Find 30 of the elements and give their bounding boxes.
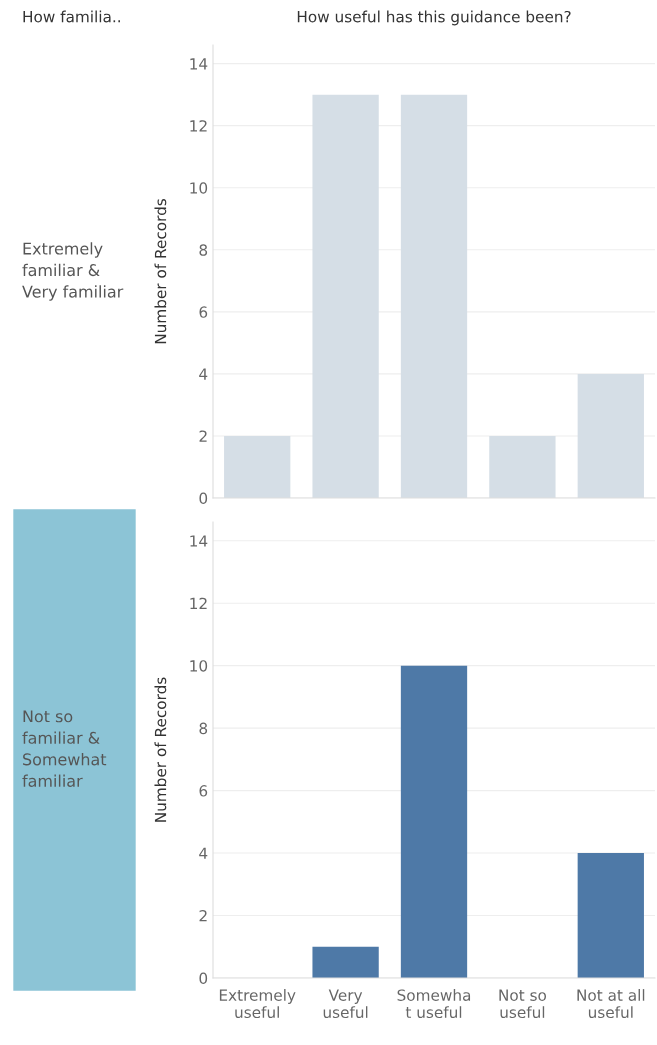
y-tick-label: 4: [199, 368, 208, 380]
y-tick-label: 14: [190, 535, 208, 547]
y-tick-label: 2: [199, 430, 207, 442]
y-tick-label: 6: [199, 306, 208, 318]
y-tick-label: 0: [199, 492, 208, 505]
x-tick-label: Very useful: [323, 989, 368, 1019]
y-tick-label: 2: [199, 910, 207, 922]
y-tick-label: 10: [190, 660, 208, 672]
y-tick-label: 4: [199, 847, 208, 859]
bar: [312, 946, 379, 978]
text: Extremely familiar & Very familiar: [22, 242, 124, 301]
y-axis-title: Number of Records: [154, 198, 167, 344]
y-tick-label: 0: [199, 972, 208, 985]
chart-title: How useful has this guidance been?: [297, 10, 571, 26]
bar: [400, 665, 468, 978]
y-tick-label: 12: [190, 120, 207, 132]
text: Not so familiar & Somewhat familiar: [22, 710, 107, 787]
x-tick-label: Not at all useful: [577, 989, 645, 1019]
y-tick-label: 14: [190, 58, 208, 70]
x-tick-label: Not so useful: [499, 989, 547, 1019]
x-tick-label: Somewha t useful: [397, 989, 471, 1019]
text: How familia..: [23, 10, 120, 23]
bar: [577, 853, 644, 978]
x-tick-label: Extremely useful: [219, 989, 296, 1019]
y-tick-label: 12: [190, 597, 207, 610]
y-axis-title: Number of Records: [154, 677, 167, 822]
y-tick-label: 8: [199, 244, 208, 256]
y-tick-label: 10: [190, 182, 208, 194]
y-tick-label: 8: [199, 722, 208, 735]
y-tick-label: 6: [199, 785, 208, 797]
